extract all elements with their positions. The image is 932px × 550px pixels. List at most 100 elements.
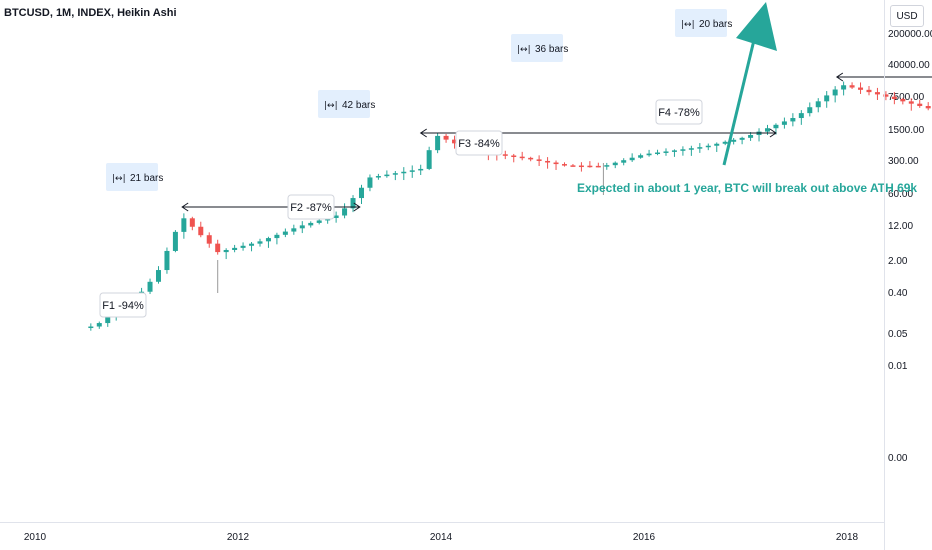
candle-body: [697, 147, 703, 149]
candle-body: [333, 215, 339, 218]
candle-body: [891, 96, 897, 100]
drawdown-box: [287, 194, 335, 220]
bar-range-arrowhead-right: [353, 202, 361, 212]
drawdown-label: F4 -78%: [658, 107, 700, 119]
currency-button[interactable]: USD: [890, 5, 924, 27]
candle-body: [705, 145, 711, 148]
candle-body: [646, 153, 652, 156]
candle-body: [655, 152, 661, 155]
candle-body: [502, 154, 508, 156]
range-icon: |↔|: [112, 174, 126, 184]
candle-body: [257, 241, 263, 244]
candle-body: [798, 113, 804, 119]
candle-body: [392, 173, 398, 175]
candle-body: [88, 326, 94, 329]
candle-body: [105, 314, 111, 324]
candle-body: [528, 157, 534, 160]
candle-body: [553, 162, 559, 165]
candle-body: [578, 165, 584, 168]
candle-body: [595, 165, 601, 168]
bar-range-arrowhead-left: [419, 128, 427, 138]
breakout-arrowhead: [736, 2, 777, 51]
candle-body: [917, 103, 923, 107]
candle-body: [96, 323, 102, 327]
candle-body: [841, 85, 847, 90]
candle-body: [181, 218, 187, 232]
candle-body: [342, 208, 348, 216]
candle-body: [671, 150, 677, 152]
bar-range-arrowhead-right: [769, 128, 777, 138]
drawdown-label: F2 -87%: [290, 202, 332, 214]
bar-range-arrowhead-left: [181, 202, 189, 212]
y-tick-label: 2.00: [888, 256, 908, 267]
drawdown-label: F3 -84%: [458, 138, 500, 150]
candle-body: [189, 218, 195, 227]
candle-body: [638, 155, 644, 158]
candle-body: [545, 160, 551, 163]
candle-body: [350, 198, 356, 209]
candle-body: [807, 107, 813, 114]
candle-body: [418, 168, 424, 171]
candle-body: [570, 165, 576, 167]
candle-body: [764, 128, 770, 132]
drawdown-label: F1 -94%: [102, 300, 144, 312]
candle-body: [282, 231, 288, 235]
candle-body: [621, 160, 627, 163]
y-tick-label: 12.00: [888, 221, 913, 232]
candle-body: [511, 155, 517, 157]
candle-body: [299, 225, 305, 229]
bar-range-arrowhead-left: [835, 72, 844, 82]
candle-body: [452, 139, 458, 144]
candle-body: [401, 171, 407, 174]
candle-body: [426, 150, 432, 169]
candle-body: [519, 156, 525, 159]
candle-body: [249, 243, 255, 246]
x-tick-label: 2018: [836, 532, 859, 543]
y-tick-label: 60.00: [888, 189, 913, 200]
candle-body: [206, 235, 212, 244]
candle-body: [587, 165, 593, 168]
candle-body: [680, 149, 686, 151]
candle-body: [232, 247, 238, 250]
candle-body: [773, 124, 779, 129]
y-tick-label: 7500.00: [888, 92, 925, 103]
x-tick-label: 2016: [633, 532, 656, 543]
candle-body: [240, 245, 246, 248]
y-tick-label: 0.01: [888, 361, 908, 372]
y-tick-label: 1500.00: [888, 125, 925, 136]
range-icon: |↔|: [324, 101, 338, 111]
candle-body: [832, 89, 838, 96]
y-tick-label: 40000.00: [888, 60, 930, 71]
candle-body: [536, 159, 542, 161]
candle-body: [629, 157, 635, 161]
annotation-text: Expected in about 1 year, BTC will break…: [577, 181, 917, 195]
candle-body: [714, 143, 720, 146]
candle-body: [215, 243, 221, 253]
candle-body: [739, 137, 745, 140]
chart-title: BTCUSD, 1M, INDEX, Heikin Ashi: [4, 7, 177, 19]
x-tick-label: 2010: [24, 532, 47, 543]
candle-body: [908, 101, 914, 104]
range-icon: |↔|: [517, 45, 531, 55]
bar-count-box: [106, 163, 158, 191]
candle-body: [265, 238, 271, 242]
drawdown-box: [655, 99, 703, 125]
candle-body: [155, 270, 161, 282]
candle-body: [443, 135, 449, 140]
range-icon: |↔|: [681, 20, 695, 30]
candle-body: [198, 226, 204, 236]
y-tick-label: 0.40: [888, 288, 908, 299]
candle-body: [409, 170, 415, 172]
y-tick-label: 200000.00: [888, 29, 932, 40]
bar-count-box: [318, 90, 370, 118]
candle-body: [663, 151, 669, 153]
candle-body: [223, 249, 229, 253]
candle-body: [172, 231, 178, 251]
bar-count-box: [675, 9, 727, 37]
candle-body: [274, 234, 280, 239]
bar-count-label: 42 bars: [342, 100, 375, 111]
drawdown-box: [99, 292, 147, 318]
candle-body: [849, 85, 855, 88]
candle-body: [731, 139, 737, 142]
